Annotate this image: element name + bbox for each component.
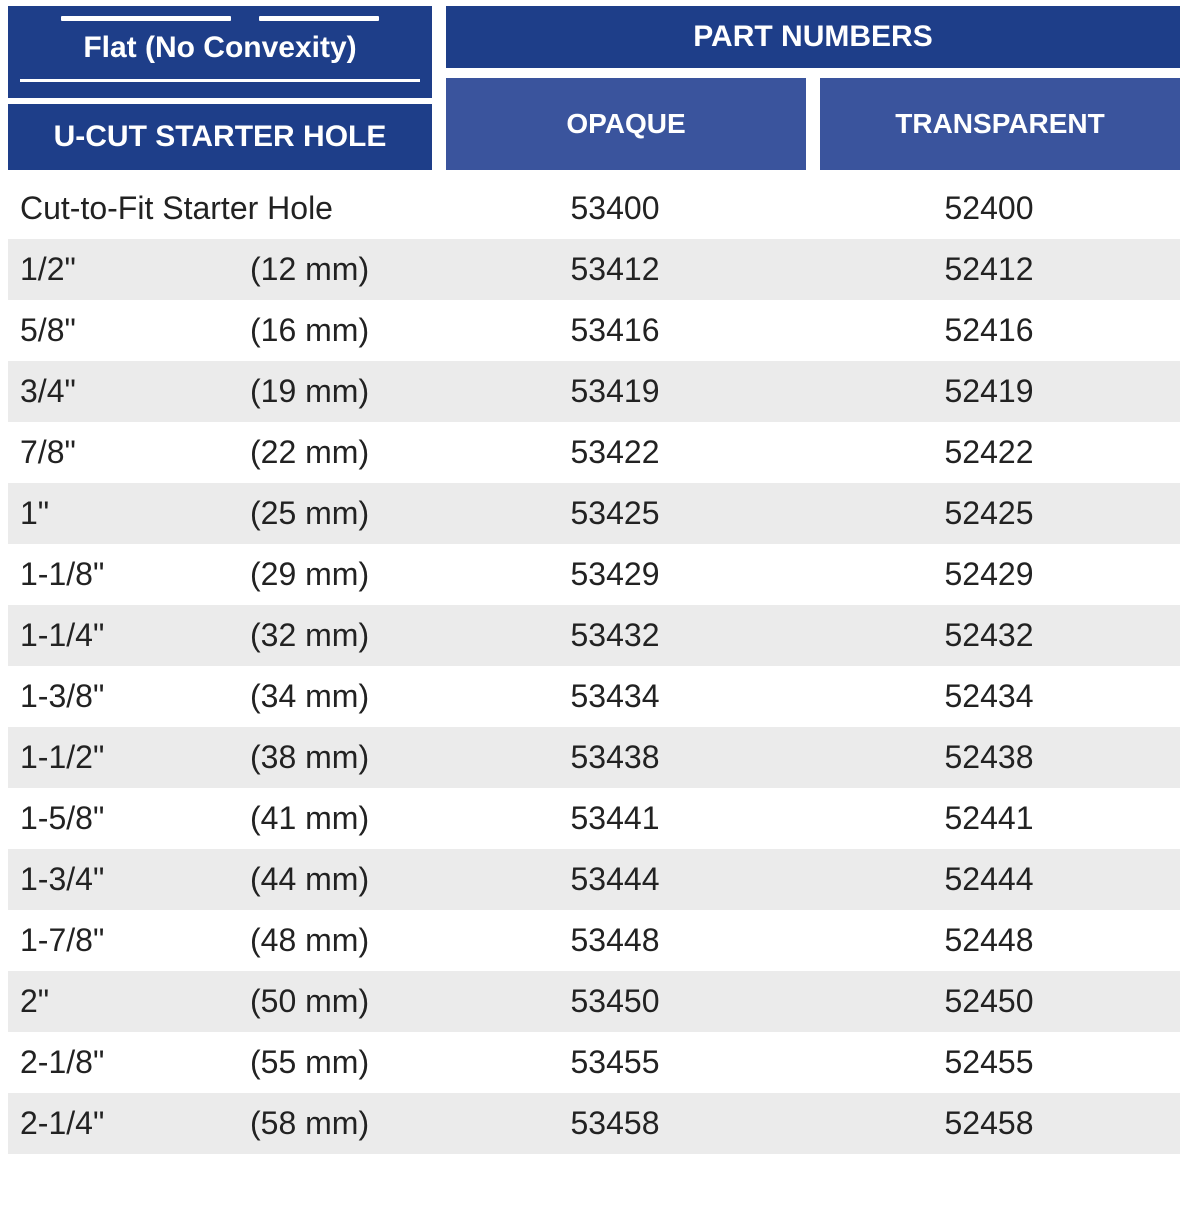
flat-header-rules bbox=[16, 16, 424, 21]
cell-transparent: 52425 bbox=[796, 483, 1180, 544]
table-row: 2-1/4"(58 mm)5345852458 bbox=[8, 1093, 1180, 1154]
cell-mm: (32 mm) bbox=[238, 605, 432, 666]
cell-transparent: 52458 bbox=[796, 1093, 1180, 1154]
part-numbers-table: Cut-to-Fit Starter Hole53400524001/2"(12… bbox=[8, 178, 1180, 1154]
left-header: Flat (No Convexity) U-CUT STARTER HOLE bbox=[8, 6, 432, 170]
table-row: 1-3/4"(44 mm)5344452444 bbox=[8, 849, 1180, 910]
cell-transparent: 52400 bbox=[796, 178, 1180, 239]
cell-transparent: 52455 bbox=[796, 1032, 1180, 1093]
cell-mm: (22 mm) bbox=[238, 422, 432, 483]
cell-mm: (38 mm) bbox=[238, 727, 432, 788]
cell-size: 2" bbox=[8, 971, 238, 1032]
first-row-label: Cut-to-Fit Starter Hole bbox=[8, 178, 432, 239]
cell-size: 1-1/2" bbox=[8, 727, 238, 788]
part-numbers-title: PART NUMBERS bbox=[446, 6, 1180, 68]
cell-mm: (29 mm) bbox=[238, 544, 432, 605]
cell-opaque: 53429 bbox=[432, 544, 796, 605]
cell-mm: (25 mm) bbox=[238, 483, 432, 544]
cell-transparent: 52416 bbox=[796, 300, 1180, 361]
cell-size: 5/8" bbox=[8, 300, 238, 361]
cell-mm: (34 mm) bbox=[238, 666, 432, 727]
cell-size: 3/4" bbox=[8, 361, 238, 422]
cell-transparent: 52422 bbox=[796, 422, 1180, 483]
table-row: Cut-to-Fit Starter Hole5340052400 bbox=[8, 178, 1180, 239]
ucut-label: U-CUT STARTER HOLE bbox=[54, 120, 387, 153]
cell-opaque: 53400 bbox=[432, 178, 796, 239]
opaque-label: OPAQUE bbox=[566, 108, 685, 140]
cell-size: 1-7/8" bbox=[8, 910, 238, 971]
cell-transparent: 52419 bbox=[796, 361, 1180, 422]
table-row: 2"(50 mm)5345052450 bbox=[8, 971, 1180, 1032]
header-row: Flat (No Convexity) U-CUT STARTER HOLE P… bbox=[8, 6, 1180, 170]
cell-mm: (41 mm) bbox=[238, 788, 432, 849]
cell-opaque: 53432 bbox=[432, 605, 796, 666]
right-header: PART NUMBERS OPAQUE TRANSPARENT bbox=[446, 6, 1180, 170]
cell-size: 1-5/8" bbox=[8, 788, 238, 849]
cell-opaque: 53441 bbox=[432, 788, 796, 849]
cell-transparent: 52444 bbox=[796, 849, 1180, 910]
table-row: 1"(25 mm)5342552425 bbox=[8, 483, 1180, 544]
table-row: 1-3/8"(34 mm)5343452434 bbox=[8, 666, 1180, 727]
part-numbers-sub-row: OPAQUE TRANSPARENT bbox=[446, 78, 1180, 170]
table-row: 7/8"(22 mm)5342252422 bbox=[8, 422, 1180, 483]
cell-transparent: 52450 bbox=[796, 971, 1180, 1032]
cell-transparent: 52448 bbox=[796, 910, 1180, 971]
flat-label: Flat (No Convexity) bbox=[83, 31, 356, 64]
cell-opaque: 53419 bbox=[432, 361, 796, 422]
cell-size: 2-1/4" bbox=[8, 1093, 238, 1154]
cell-opaque: 53438 bbox=[432, 727, 796, 788]
part-numbers-label: PART NUMBERS bbox=[693, 20, 932, 53]
cell-opaque: 53444 bbox=[432, 849, 796, 910]
cell-opaque: 53412 bbox=[432, 239, 796, 300]
transparent-label: TRANSPARENT bbox=[895, 108, 1104, 140]
cell-size: 7/8" bbox=[8, 422, 238, 483]
transparent-header: TRANSPARENT bbox=[820, 78, 1180, 170]
flat-header-box: Flat (No Convexity) bbox=[8, 6, 432, 98]
cell-opaque: 53425 bbox=[432, 483, 796, 544]
table-row: 1-1/4"(32 mm)5343252432 bbox=[8, 605, 1180, 666]
table-row: 1-5/8"(41 mm)5344152441 bbox=[8, 788, 1180, 849]
cell-opaque: 53416 bbox=[432, 300, 796, 361]
cell-opaque: 53448 bbox=[432, 910, 796, 971]
cell-transparent: 52412 bbox=[796, 239, 1180, 300]
cell-size: 1-3/8" bbox=[8, 666, 238, 727]
cell-size: 1-3/4" bbox=[8, 849, 238, 910]
page-wrap: Flat (No Convexity) U-CUT STARTER HOLE P… bbox=[0, 0, 1188, 1174]
cell-opaque: 53455 bbox=[432, 1032, 796, 1093]
table-row: 1/2"(12 mm)5341252412 bbox=[8, 239, 1180, 300]
cell-transparent: 52441 bbox=[796, 788, 1180, 849]
cell-size: 1/2" bbox=[8, 239, 238, 300]
cell-mm: (58 mm) bbox=[238, 1093, 432, 1154]
cell-size: 2-1/8" bbox=[8, 1032, 238, 1093]
cell-transparent: 52434 bbox=[796, 666, 1180, 727]
table-row: 3/4"(19 mm)5341952419 bbox=[8, 361, 1180, 422]
cell-size: 1-1/8" bbox=[8, 544, 238, 605]
underline-icon bbox=[20, 79, 420, 82]
cell-size: 1" bbox=[8, 483, 238, 544]
cell-transparent: 52438 bbox=[796, 727, 1180, 788]
cell-mm: (55 mm) bbox=[238, 1032, 432, 1093]
ucut-header: U-CUT STARTER HOLE bbox=[8, 104, 432, 170]
cell-mm: (16 mm) bbox=[238, 300, 432, 361]
cell-mm: (44 mm) bbox=[238, 849, 432, 910]
cell-size: 1-1/4" bbox=[8, 605, 238, 666]
rule-icon bbox=[61, 16, 231, 21]
opaque-header: OPAQUE bbox=[446, 78, 806, 170]
cell-opaque: 53434 bbox=[432, 666, 796, 727]
table-row: 2-1/8"(55 mm)5345552455 bbox=[8, 1032, 1180, 1093]
table-row: 1-1/8"(29 mm)5342952429 bbox=[8, 544, 1180, 605]
cell-opaque: 53450 bbox=[432, 971, 796, 1032]
table-row: 5/8"(16 mm)5341652416 bbox=[8, 300, 1180, 361]
cell-transparent: 52429 bbox=[796, 544, 1180, 605]
cell-mm: (50 mm) bbox=[238, 971, 432, 1032]
cell-transparent: 52432 bbox=[796, 605, 1180, 666]
cell-opaque: 53422 bbox=[432, 422, 796, 483]
cell-mm: (12 mm) bbox=[238, 239, 432, 300]
cell-opaque: 53458 bbox=[432, 1093, 796, 1154]
table-row: 1-1/2"(38 mm)5343852438 bbox=[8, 727, 1180, 788]
cell-mm: (48 mm) bbox=[238, 910, 432, 971]
rule-icon bbox=[259, 16, 379, 21]
cell-mm: (19 mm) bbox=[238, 361, 432, 422]
table-row: 1-7/8"(48 mm)5344852448 bbox=[8, 910, 1180, 971]
